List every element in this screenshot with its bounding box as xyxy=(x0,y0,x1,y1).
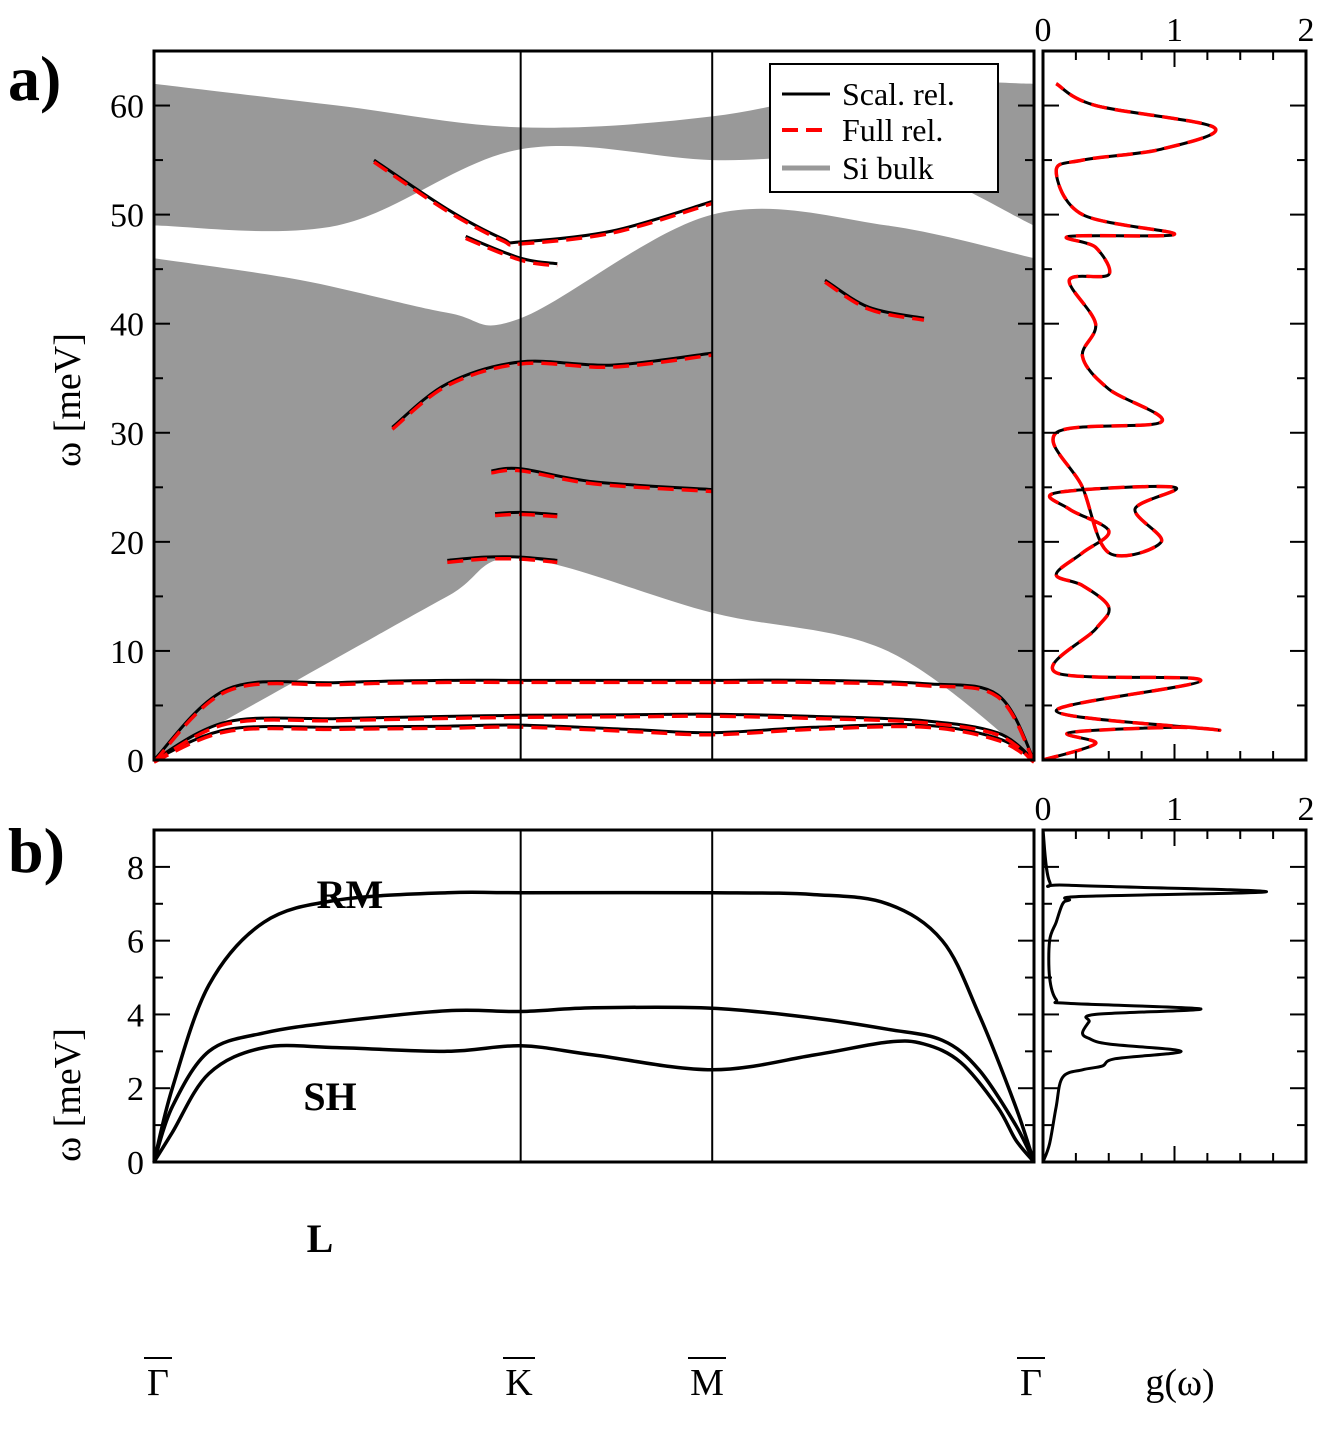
y-tick-label: 50 xyxy=(110,198,144,235)
dos-x-tick-label: 2 xyxy=(1298,12,1315,49)
panel-a-ylabel: ω [meV] xyxy=(47,333,89,467)
mode-line-sh xyxy=(152,1005,1036,1163)
panel-b-ylabel: ω [meV] xyxy=(47,1028,89,1162)
dos-x-tick-label: 0 xyxy=(1035,791,1052,828)
y-tick-label: 30 xyxy=(110,416,144,453)
panel-a-axes: 0 10 20 30 40 50 60 xyxy=(110,49,1036,780)
scal-rel-line-0 xyxy=(153,723,1035,762)
full-rel-line-0 xyxy=(153,724,1035,764)
dos-line xyxy=(1041,829,1269,1163)
y-tick-label: 60 xyxy=(110,89,144,126)
legend-si: Si bulk xyxy=(842,150,934,186)
full-rel-line-6 xyxy=(391,353,713,431)
full-rel-line-7 xyxy=(373,160,713,247)
dos-full-rel-line xyxy=(1042,82,1222,762)
dos-xlabel: g(ω) xyxy=(1145,1362,1214,1404)
plot-frame xyxy=(152,828,1036,1164)
panel-a-dos: 0 1 2 xyxy=(1035,12,1315,762)
full-rel-line-5 xyxy=(491,468,713,494)
dos-x-tick-label: 1 xyxy=(1166,791,1183,828)
dos-scal-rel-line xyxy=(1042,82,1222,762)
panel-b-dispersion: 0 2 4 6 8 xyxy=(127,828,1036,1182)
dos-x-tick-label: 1 xyxy=(1166,12,1183,49)
dos-frame xyxy=(1041,49,1308,762)
panel-a-modes xyxy=(152,158,1036,764)
y-tick-label: 2 xyxy=(127,1071,144,1108)
scal-rel-line-1 xyxy=(153,712,1035,762)
k-label-m: M xyxy=(690,1362,724,1404)
full-rel-line-9 xyxy=(824,280,925,322)
k-label-gamma-2: Γ xyxy=(1020,1362,1042,1404)
panel-b-label: b) xyxy=(8,815,65,886)
k-point-labels: Γ K M Γ xyxy=(144,1357,1045,1404)
full-rel-line-3 xyxy=(447,556,558,565)
legend: Scal. rel. Full rel. Si bulk xyxy=(769,63,999,193)
panel-b-dos: 0 1 2 xyxy=(1035,791,1315,1164)
full-rel-line-4 xyxy=(494,512,558,519)
dos-x-tick-label: 0 xyxy=(1035,12,1052,49)
y-tick-label: 20 xyxy=(110,525,144,562)
plot-frame xyxy=(152,49,1036,762)
panel-a-label: a) xyxy=(8,43,61,114)
scal-rel-line-2 xyxy=(152,678,1036,762)
full-rel-line-2 xyxy=(152,680,1036,764)
y-tick-label: 4 xyxy=(127,997,144,1034)
scal-rel-line-3 xyxy=(447,555,558,562)
y-tick-label: 10 xyxy=(110,634,144,671)
mode-line-l xyxy=(152,1039,1036,1164)
y-tick-label: 40 xyxy=(110,307,144,344)
full-rel-line-1 xyxy=(153,714,1036,764)
y-tick-label: 0 xyxy=(127,1145,144,1182)
y-tick-label: 0 xyxy=(127,743,144,780)
k-label-gamma-1: Γ xyxy=(147,1362,169,1404)
dos-frame xyxy=(1041,828,1308,1164)
mode-line-rm xyxy=(152,890,1036,1163)
scal-rel-line-5 xyxy=(491,466,713,491)
legend-scal: Scal. rel. xyxy=(842,76,955,112)
mode-label-sh: SH xyxy=(303,1074,356,1119)
mode-label-rm: RM xyxy=(317,872,384,917)
y-tick-label: 6 xyxy=(127,924,144,961)
legend-full: Full rel. xyxy=(842,112,943,148)
k-label-k: K xyxy=(505,1362,533,1404)
y-tick-label: 8 xyxy=(127,850,144,887)
dos-x-tick-label: 2 xyxy=(1298,791,1315,828)
mode-label-l: L xyxy=(307,1216,334,1261)
